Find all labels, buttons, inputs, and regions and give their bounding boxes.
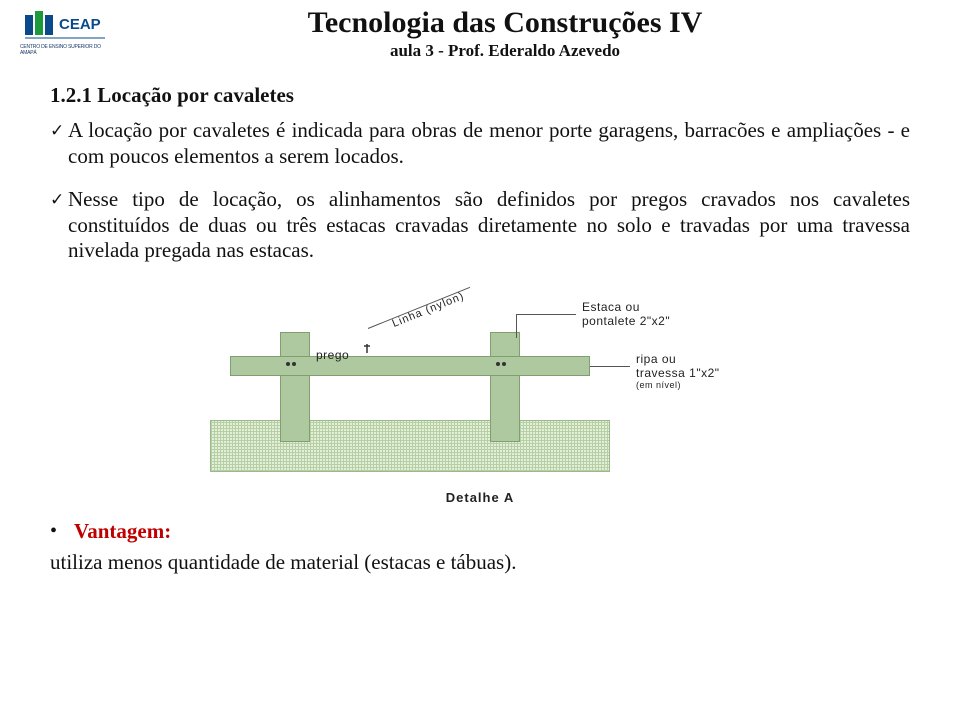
bullet-disc-icon: • (50, 520, 74, 543)
diagram-post-right (490, 332, 520, 442)
bullet-2: ✓ Nesse tipo de locação, os alinhamentos… (50, 187, 910, 264)
check-icon: ✓ (50, 118, 68, 141)
label-ripa-1: ripa ou (636, 352, 676, 366)
advantage-label: Vantagem: (74, 519, 171, 544)
label-prego: prego (316, 348, 349, 362)
page-subtitle: aula 3 - Prof. Ederaldo Azevedo (70, 41, 940, 61)
diagram-ground (210, 420, 610, 472)
check-icon: ✓ (50, 187, 68, 210)
bullet-1: ✓ A locação por cavaletes é indicada par… (50, 118, 910, 169)
diagram-beam (230, 356, 590, 376)
label-ripa-2: travessa 1"x2" (636, 366, 720, 380)
section-heading: 1.2.1 Locação por cavaletes (50, 83, 910, 108)
estaca-leader (516, 314, 517, 338)
para-2: Nesse tipo de locação, os alinhamentos s… (68, 187, 910, 264)
label-linha: Linha (nylon) (391, 290, 467, 330)
estaca-leader-h (516, 314, 576, 315)
title-block: Tecnologia das Construções IV aula 3 - P… (70, 6, 940, 61)
label-estaca-2: pontalete 2"x2" (582, 314, 670, 328)
nail-tip-icon (362, 344, 372, 356)
para-1: A locação por cavaletes é indicada para … (68, 118, 910, 169)
ripa-leader (590, 366, 630, 367)
label-ripa-3: (em nível) (636, 380, 681, 390)
header: CEAP CENTRO DE ENSINO SUPERIOR DO AMAPÁ … (0, 0, 960, 61)
label-estaca-1: Estaca ou (582, 300, 640, 314)
content: 1.2.1 Locação por cavaletes ✓ A locação … (0, 61, 960, 505)
label-detalhe: Detalhe A (50, 490, 910, 505)
advantage-row: • Vantagem: (50, 519, 910, 544)
advantage-text: utiliza menos quantidade de material (es… (50, 550, 910, 575)
advantage-block: • Vantagem: utiliza menos quantidade de … (0, 505, 960, 575)
diagram-post-left (280, 332, 310, 442)
diagram-detalhe-a: Linha (nylon) prego Estaca ou pontalete … (200, 282, 760, 472)
page-title: Tecnologia das Construções IV (70, 6, 940, 40)
